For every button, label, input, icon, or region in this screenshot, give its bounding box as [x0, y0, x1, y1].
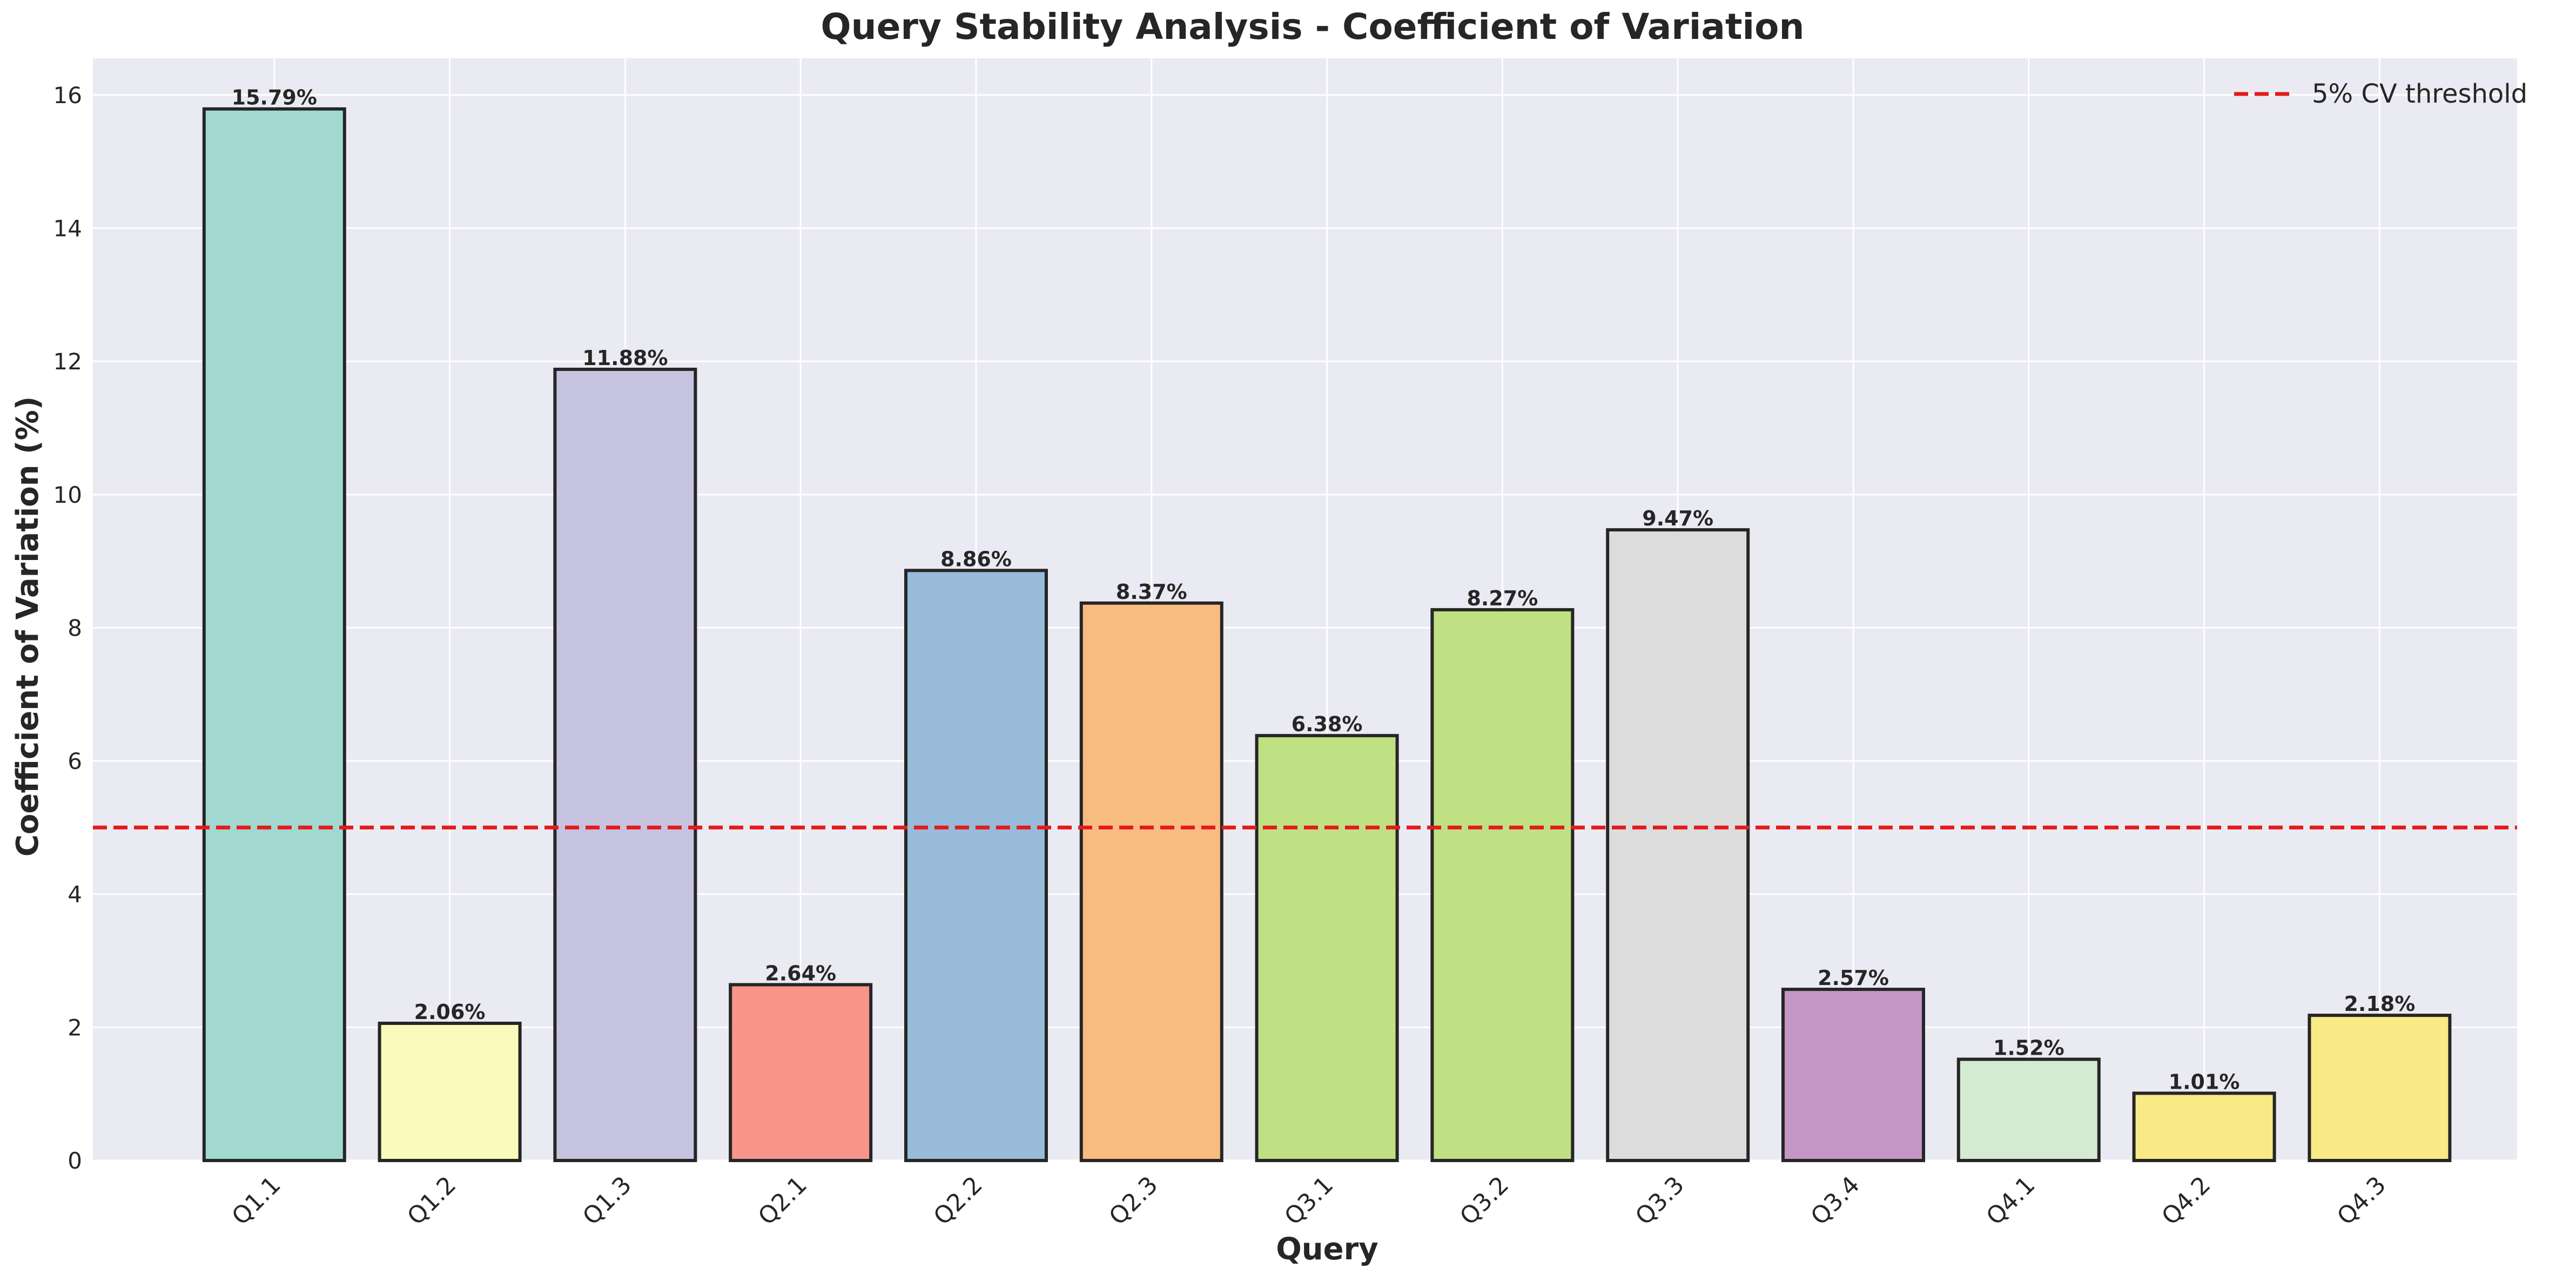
bar-Q3.1	[1255, 734, 1399, 1163]
bar-value-label: 1.01%	[2169, 1070, 2240, 1094]
bar-Q2.2	[904, 569, 1048, 1162]
bar-Q1.3	[553, 367, 697, 1162]
y-axis-label: Coefficient of Variation (%)	[10, 396, 45, 857]
bar-Q3.2	[1430, 608, 1575, 1162]
bar-Q3.3	[1606, 528, 1750, 1163]
bar-value-label: 2.57%	[1818, 966, 1889, 990]
bar-value-label: 8.86%	[940, 547, 1012, 571]
y-tick-label: 14	[53, 215, 82, 241]
y-tick-label: 8	[68, 615, 82, 641]
bar-Q4.2	[2132, 1091, 2276, 1162]
bar-Q4.1	[1956, 1057, 2101, 1162]
legend: 5% CV threshold	[2234, 79, 2527, 109]
bar-Q1.2	[378, 1021, 522, 1163]
y-axis-ticks: 0 2 4 6 8 10 12 14 16	[53, 82, 82, 1174]
bars	[202, 107, 2452, 1163]
bar-value-label: 2.06%	[414, 1000, 486, 1024]
y-tick-label: 0	[68, 1148, 82, 1174]
bar-value-label: 2.18%	[2344, 992, 2415, 1016]
bar-value-label: 8.37%	[1116, 580, 1187, 604]
bar-value-label: 2.64%	[765, 961, 836, 985]
y-tick-label: 12	[53, 348, 82, 375]
bar-Q3.4	[1781, 988, 1925, 1162]
x-axis-label: Query	[1276, 1232, 1378, 1267]
bar-Q2.3	[1079, 601, 1223, 1162]
y-tick-label: 2	[68, 1014, 82, 1041]
bar-value-label: 15.79%	[232, 86, 317, 110]
chart-title: Query Stability Analysis - Coefficient o…	[821, 6, 1805, 48]
bar-value-label: 1.52%	[1993, 1036, 2064, 1060]
bar-Q2.1	[729, 983, 873, 1163]
legend-threshold-label: 5% CV threshold	[2312, 79, 2527, 109]
y-tick-label: 16	[53, 82, 82, 109]
value-labels: 15.79% 2.06% 11.88% 2.64% 8.86% 8.37% 6.38% 8.2…	[232, 86, 2416, 1094]
bar-value-label: 8.27%	[1467, 586, 1538, 610]
y-tick-label: 10	[53, 482, 82, 508]
bar-Q1.1	[202, 107, 346, 1162]
y-tick-label: 4	[68, 881, 82, 908]
bar-value-label: 9.47%	[1642, 507, 1713, 530]
bar-value-label: 11.88%	[582, 346, 668, 370]
y-tick-label: 6	[68, 748, 82, 774]
bar-value-label: 6.38%	[1292, 712, 1363, 736]
bar-Q4.3	[2308, 1014, 2452, 1162]
